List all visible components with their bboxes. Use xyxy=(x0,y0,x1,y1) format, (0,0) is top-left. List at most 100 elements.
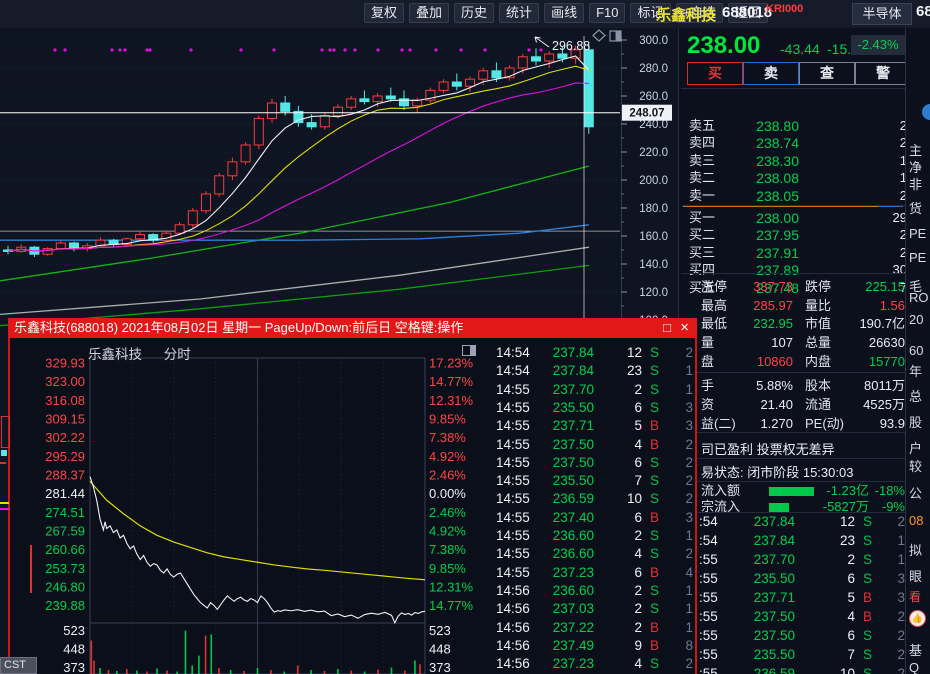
level-volume: 2 xyxy=(899,118,907,133)
level-price: 238.80 xyxy=(756,118,799,134)
tick-volume: 10 xyxy=(839,666,855,674)
news-fragment: 主 xyxy=(909,143,923,158)
tick-flag: S xyxy=(650,528,660,543)
tick-price: 237.23 xyxy=(552,656,594,672)
news-fragment: 总 xyxy=(909,389,923,404)
stat-label: 最低 xyxy=(701,316,728,331)
tick-row: :55 235.50 7 S 2 xyxy=(679,647,911,663)
split-icon[interactable] xyxy=(462,345,476,356)
svg-text:7.38%: 7.38% xyxy=(429,430,466,445)
tick-price: 237.84 xyxy=(753,514,795,529)
menu-button-标记[interactable]: 标记 xyxy=(630,3,671,23)
popup-title-text: 乐鑫科技(688018) 2021年08月02日 星期一 PageUp/Down… xyxy=(14,320,464,335)
ask-row[interactable]: 卖三 238.30 1 xyxy=(679,153,911,169)
svg-text:4.92%: 4.92% xyxy=(429,524,466,539)
tick-flag: S xyxy=(650,363,660,379)
popup-tick-row: 14:56 236.60 2 S 1 xyxy=(492,582,697,599)
chart-fragment-cyan xyxy=(1,450,7,456)
orderbook-divider xyxy=(683,205,878,207)
tick-time: :55 xyxy=(699,609,718,624)
bid-row[interactable]: 买四 237.89 30 xyxy=(679,262,911,278)
tick-count: 4 xyxy=(685,564,693,580)
popup-tick-row: 14:55 237.23 6 B 4 xyxy=(492,564,697,581)
ask-row[interactable]: 卖五 238.80 2 xyxy=(679,118,911,134)
stat-value: 107 xyxy=(771,335,793,350)
level-price: 238.74 xyxy=(756,135,799,152)
svg-text:0.00%: 0.00% xyxy=(429,486,466,501)
tick-count: 1 xyxy=(897,552,905,567)
trade-button-查[interactable]: 查 xyxy=(799,62,855,85)
menu-button-画线[interactable]: 画线 xyxy=(544,3,585,23)
separator xyxy=(681,432,907,433)
tick-volume: 12 xyxy=(626,345,642,360)
tick-count: 2 xyxy=(685,491,693,507)
svg-text:140.0: 140.0 xyxy=(639,259,668,271)
close-icon[interactable]: × xyxy=(680,319,689,336)
ask-row[interactable]: 卖一 238.05 2 xyxy=(679,188,911,204)
tick-time: :55 xyxy=(699,666,718,674)
level-volume: 2 xyxy=(899,244,907,260)
popup-titlebar[interactable]: 乐鑫科技(688018) 2021年08月02日 星期一 PageUp/Down… xyxy=(8,318,697,338)
menu-button-复权[interactable]: 复权 xyxy=(364,3,405,23)
bid-row[interactable]: 买五 237.48 7 xyxy=(679,280,911,296)
stock-code: 688018 xyxy=(722,4,773,21)
level-label: 买五 xyxy=(689,279,716,295)
tick-time: 14:55 xyxy=(496,473,530,489)
trade-button-警[interactable]: 警 xyxy=(855,62,911,85)
ask-row[interactable]: 卖四 238.74 2 xyxy=(679,135,911,151)
tick-count: 2 xyxy=(685,473,693,489)
popup-tick-table[interactable]: 14:54 237.84 12 S 2 14:54 237.84 23 S 1 14:55 237.7… xyxy=(492,340,697,674)
trade-button-买[interactable]: 买 xyxy=(687,62,743,85)
stat-value: 1.56 xyxy=(879,298,905,313)
sector-button[interactable]: 半导体 xyxy=(852,3,912,25)
tick-time: 14:55 xyxy=(496,418,530,434)
tick-volume: 9 xyxy=(634,637,642,653)
popup-tick-row: 14:55 237.71 5 B 3 xyxy=(492,417,697,434)
ask-row[interactable]: 卖二 238.08 1 xyxy=(679,170,911,186)
tick-price: 237.50 xyxy=(753,609,795,624)
tick-time: 14:56 xyxy=(496,582,530,598)
popup-tick-row: 14:55 235.50 7 S 2 xyxy=(492,472,697,489)
separator xyxy=(681,205,907,206)
tick-count: 3 xyxy=(685,509,693,525)
stat-label: 内盘 xyxy=(805,354,832,369)
tick-count: 2 xyxy=(897,647,905,662)
level-volume: 1 xyxy=(899,152,907,168)
stat-value: 5.88% xyxy=(756,378,793,393)
popup-tick-row: 14:56 237.22 2 B 1 xyxy=(492,619,697,636)
menu-button-F10[interactable]: F10 xyxy=(589,3,626,23)
tick-price: 237.40 xyxy=(552,509,594,525)
menu-button-统计[interactable]: 统计 xyxy=(499,3,540,23)
menu-button-叠加[interactable]: 叠加 xyxy=(409,3,450,23)
stat-value: 285.97 xyxy=(753,298,793,313)
tick-row: :54 237.84 23 S 1 xyxy=(679,533,911,549)
bid-row[interactable]: 买一 238.00 29 xyxy=(679,210,911,226)
thumbs-up-icon[interactable]: 👍 xyxy=(909,610,926,627)
tick-time: :54 xyxy=(699,533,718,548)
svg-text:267.59: 267.59 xyxy=(45,524,85,539)
news-fragment: Q xyxy=(909,660,920,674)
svg-text:220.0: 220.0 xyxy=(639,147,668,159)
news-fragment: 看 xyxy=(909,590,922,604)
tick-volume: 2 xyxy=(634,528,642,543)
stat-label: 益(二) xyxy=(701,416,736,431)
intraday-chart[interactable]: 329.93 17.23% 323.00 14.77% 316.08 12.31% 309.… xyxy=(38,340,495,674)
tick-row: :55 235.50 6 S 3 xyxy=(679,571,911,587)
tick-row: :55 236.59 10 S 2 xyxy=(679,666,911,674)
popup-window[interactable]: 乐鑫科技(688018) 2021年08月02日 星期一 PageUp/Down… xyxy=(8,318,697,674)
stat-label: 股本 xyxy=(805,378,832,393)
trade-button-卖[interactable]: 卖 xyxy=(743,62,799,85)
tick-time: 14:56 xyxy=(496,619,530,635)
menu-button-返回[interactable]: 返回 xyxy=(728,3,769,23)
maximize-icon[interactable]: □ xyxy=(663,320,671,335)
tick-flag: B xyxy=(650,509,660,525)
menu-button-历史[interactable]: 历史 xyxy=(454,3,495,23)
level-label: 买二 xyxy=(689,227,716,243)
popup-tick-row: 14:55 235.50 6 S 3 xyxy=(492,399,697,416)
svg-text:288.37: 288.37 xyxy=(45,468,85,483)
stat-row: 盘 10860 内盘 15770 xyxy=(679,354,911,370)
bid-row[interactable]: 买二 237.95 2 xyxy=(679,227,911,243)
bid-row[interactable]: 买三 237.91 2 xyxy=(679,245,911,261)
menu-button-+自选[interactable]: +自选 xyxy=(675,3,724,23)
tick-count: 8 xyxy=(685,637,693,653)
